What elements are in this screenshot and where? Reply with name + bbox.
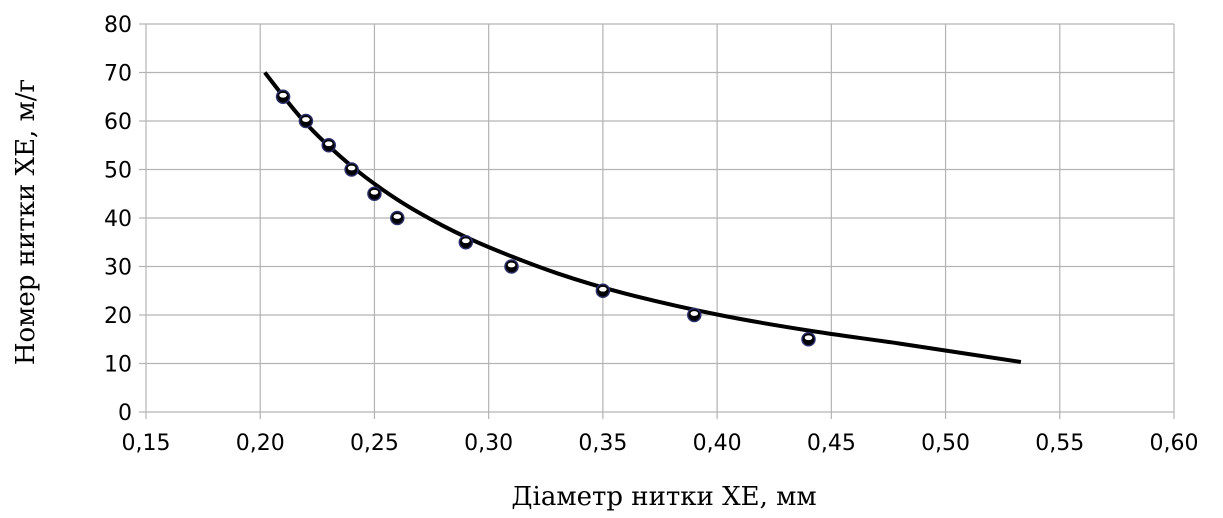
y-axis-title: Номер нитки ХЕ, м/г: [11, 79, 41, 365]
data-point-highlight: [507, 262, 516, 268]
y-tick-label: 50: [104, 159, 132, 184]
data-point-highlight: [370, 189, 379, 195]
y-tick-label: 60: [104, 110, 132, 135]
x-tick-label: 0,25: [350, 431, 399, 456]
data-point-highlight: [690, 311, 699, 316]
data-point: [298, 113, 314, 129]
data-point: [504, 259, 519, 274]
trend-line: [263, 71, 1022, 364]
y-tick-label: 40: [104, 207, 132, 232]
data-point-highlight: [393, 214, 402, 219]
data-point: [321, 138, 337, 153]
data-point: [390, 210, 405, 226]
x-tick-labels: 0,15 0,20 0,25 0,30 0,35 0,40 0,45 0,50 0,55 0,60: [122, 431, 1199, 456]
data-point: [595, 283, 611, 298]
data-point-highlight: [804, 335, 813, 341]
x-tick-label: 0,20: [236, 431, 285, 456]
data-point-highlight: [347, 165, 356, 171]
x-tick-label: 0,45: [807, 431, 856, 456]
y-tick-label: 10: [104, 353, 132, 378]
data-point-highlight: [279, 92, 287, 98]
x-tick-label: 0,50: [921, 431, 970, 456]
data-point: [367, 186, 382, 201]
axes: [139, 23, 1175, 419]
grid-lines: [145, 23, 1175, 413]
x-tick-label: 0,15: [122, 431, 171, 456]
x-tick-label: 0,60: [1150, 431, 1199, 456]
y-tick-label: 0: [118, 401, 132, 426]
data-point: [344, 162, 359, 177]
trend-line-group: [263, 71, 1022, 364]
x-tick-label: 0,35: [578, 431, 627, 456]
y-tick-label: 80: [104, 13, 132, 38]
y-tick-labels: 0 10 20 30 40 50 60 70 80: [104, 13, 132, 426]
data-point-highlight: [462, 238, 470, 244]
x-tick-label: 0,55: [1035, 431, 1084, 456]
data-point: [275, 89, 291, 104]
data-point: [687, 307, 702, 323]
x-axis-title: Діаметр нитки ХЕ, мм: [511, 482, 816, 512]
y-tick-label: 20: [104, 304, 132, 329]
data-point: [801, 332, 816, 347]
y-tick-label: 30: [104, 256, 132, 281]
x-tick-label: 0,40: [693, 431, 742, 456]
data-points: [275, 89, 816, 347]
data-point: [458, 235, 474, 250]
data-point-highlight: [302, 117, 310, 122]
data-point-highlight: [324, 141, 333, 147]
data-point-highlight: [599, 286, 607, 292]
y-tick-label: 70: [104, 62, 132, 87]
x-tick-label: 0,30: [464, 431, 513, 456]
